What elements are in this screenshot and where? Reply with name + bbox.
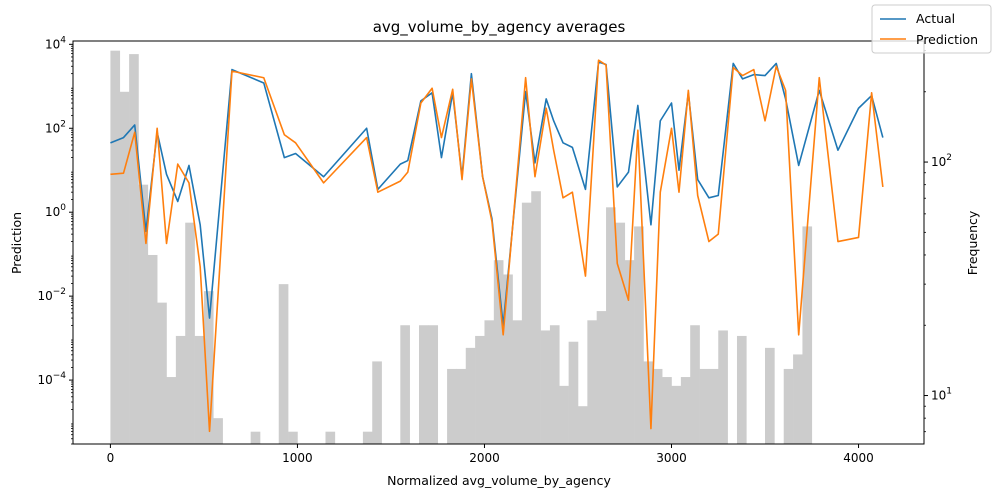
histogram-bar [203, 291, 214, 444]
tick-label: 101 [931, 387, 952, 403]
histogram-bar [465, 347, 476, 444]
histogram-bar [718, 330, 728, 444]
histogram-bar [129, 54, 139, 444]
histogram-bar [213, 418, 223, 444]
histogram-bar [157, 302, 167, 444]
histogram-bar [456, 368, 467, 444]
histogram-bar [662, 377, 672, 444]
histogram-bar [503, 274, 513, 444]
x-axis-label: Normalized avg_volume_by_agency [387, 473, 611, 488]
y-axis: 10−4 10−2 100 102 104 [37, 35, 73, 445]
histogram-bar [606, 207, 616, 444]
histogram-bar [110, 50, 121, 444]
x-tick-label: 1000 [282, 451, 313, 465]
tick-label: 10−4 [37, 371, 66, 387]
tick-label: 102 [45, 119, 66, 135]
x-tick-label: 4000 [843, 451, 874, 465]
histogram-bar [475, 335, 485, 444]
histogram-bar [736, 335, 747, 444]
histogram-bar [185, 222, 195, 444]
histogram-bar [194, 335, 205, 444]
y-axis-label: Prediction [9, 212, 24, 274]
histogram-bar [175, 335, 186, 444]
x-axis: 0 1000 2000 3000 4000 [107, 444, 874, 465]
x-tick-label: 0 [107, 451, 115, 465]
histogram-bar [362, 431, 373, 444]
histogram-bar [288, 431, 298, 444]
y2-axis-label: Frequency [965, 210, 980, 275]
histogram-bar [690, 325, 700, 444]
histogram-bar [680, 377, 691, 444]
histogram-bar [634, 226, 644, 444]
histogram-bar [166, 377, 177, 444]
histogram-bar [493, 260, 504, 444]
legend-label-prediction: Prediction [916, 32, 978, 47]
plot-frame [72, 40, 925, 445]
histogram-bar [484, 320, 495, 444]
histogram-bar [652, 368, 663, 444]
histogram-bar [615, 222, 626, 444]
histogram-bar [765, 347, 775, 444]
histogram-bar [419, 325, 429, 444]
histogram-bar [624, 260, 635, 444]
histogram-bar [699, 368, 710, 444]
histogram-bar [250, 431, 261, 444]
histogram [110, 50, 813, 444]
histogram-bar [400, 325, 410, 444]
histogram-bar [643, 361, 654, 444]
x-tick-label: 3000 [656, 451, 687, 465]
histogram-bar [278, 284, 289, 444]
series-lines [110, 59, 884, 433]
histogram-bar [568, 341, 579, 444]
series-line-prediction [110, 59, 884, 433]
series-line-actual [110, 61, 884, 327]
histogram-bar [802, 226, 813, 444]
histogram-bar [549, 325, 560, 444]
histogram-bar [577, 406, 588, 444]
histogram-bar [531, 191, 541, 444]
histogram-bar [521, 202, 532, 444]
tick-label: 104 [45, 35, 66, 51]
tick-label: 100 [45, 203, 66, 219]
histogram-bar [512, 320, 523, 444]
histogram-bar [540, 330, 551, 444]
histogram-bar [793, 354, 803, 444]
histogram-bar [325, 431, 336, 444]
x-tick-label: 2000 [469, 451, 500, 465]
legend-label-actual: Actual [916, 11, 955, 26]
chart-title: avg_volume_by_agency averages [373, 18, 626, 37]
histogram-bar [671, 385, 682, 444]
histogram-bar [138, 184, 149, 444]
histogram-bar [596, 311, 607, 444]
y2-axis: 101 102 [924, 50, 952, 433]
tick-label: 102 [931, 153, 952, 169]
histogram-bar [783, 368, 794, 444]
histogram-bar [372, 361, 382, 444]
histogram-bar [428, 325, 439, 444]
histogram-bar [587, 320, 597, 444]
legend: Actual Prediction [871, 4, 992, 54]
legend-box [871, 4, 992, 54]
histogram-bar [447, 368, 457, 444]
tick-label: 10−2 [37, 287, 66, 303]
histogram-bar [559, 385, 569, 444]
histogram-bar [708, 368, 719, 444]
histogram-bar [147, 254, 158, 444]
histogram-bar [119, 91, 130, 444]
